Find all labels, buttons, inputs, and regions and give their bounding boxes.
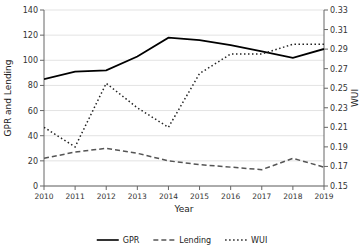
x-axis-label: Year (173, 204, 193, 214)
x-tick-label: 2016 (221, 192, 240, 201)
legend-label: GPR (123, 236, 140, 245)
y2-tick (324, 127, 328, 128)
y2-tick-label: 0.17 (330, 162, 348, 171)
legend-swatch (153, 239, 175, 241)
y-tick-label: 0 (33, 182, 38, 191)
plot-area (44, 38, 324, 170)
x-tick-label: 2017 (252, 192, 271, 201)
x-tick-label: 2019 (314, 192, 333, 201)
x-tick-label: 2015 (190, 192, 209, 201)
x-tick (44, 186, 45, 190)
x-tick (292, 186, 293, 190)
y-tick-label: 20 (28, 157, 38, 166)
y2-axis-label: WUI (350, 89, 360, 107)
y-tick (40, 35, 44, 36)
y2-tick-label: 0.23 (330, 104, 348, 113)
y2-tick (324, 88, 328, 89)
grid-line (44, 186, 324, 187)
grid-line (44, 160, 324, 161)
y-tick-label: 140 (23, 6, 38, 15)
y-axis (44, 10, 45, 186)
y2-tick (324, 68, 328, 69)
series-line (44, 38, 324, 79)
x-tick (324, 186, 325, 190)
y-tick-label: 40 (28, 132, 38, 141)
x-tick-label: 2010 (34, 192, 53, 201)
legend-label: Lending (179, 236, 211, 245)
x-axis (44, 186, 324, 187)
x-tick (230, 186, 231, 190)
series-line (44, 148, 324, 169)
y-tick (40, 60, 44, 61)
y-tick (40, 186, 44, 187)
x-tick (168, 186, 169, 190)
chart: 0 20 40 60 80 100 120 140 0.15 0.17 0.19 0.21 0.23 0.… (0, 0, 364, 252)
y2-axis (324, 10, 325, 186)
legend: GPR Lending WUI (97, 236, 267, 245)
legend-swatch (225, 239, 247, 241)
y2-tick-label: 0.29 (330, 45, 348, 54)
y2-tick (324, 49, 328, 50)
x-tick-label: 2013 (128, 192, 147, 201)
y2-tick (324, 107, 328, 108)
y-axis-label: GPR and Lending (3, 59, 13, 136)
y-tick (40, 110, 44, 111)
legend-swatch (97, 239, 119, 241)
x-tick (137, 186, 138, 190)
series-line (44, 44, 324, 147)
y2-tick-label: 0.25 (330, 84, 348, 93)
grid-line (44, 10, 324, 11)
x-tick-label: 2018 (283, 192, 302, 201)
x-tick-label: 2014 (159, 192, 178, 201)
grid-line (44, 60, 324, 61)
grid-line (44, 135, 324, 136)
y-tick-label: 60 (28, 107, 38, 116)
y2-tick-label: 0.33 (330, 6, 348, 15)
grid-line (44, 110, 324, 111)
x-tick (106, 186, 107, 190)
y2-tick (324, 166, 328, 167)
x-tick (75, 186, 76, 190)
y2-tick-label: 0.15 (330, 182, 348, 191)
y-tick-label: 120 (23, 31, 38, 40)
grid-line (44, 35, 324, 36)
grid-line (44, 85, 324, 86)
y2-tick-label: 0.27 (330, 65, 348, 74)
y-tick (40, 160, 44, 161)
y2-tick-label: 0.19 (330, 143, 348, 152)
y2-tick (324, 10, 328, 11)
y2-tick-label: 0.21 (330, 123, 348, 132)
x-tick-label: 2012 (97, 192, 116, 201)
x-tick (199, 186, 200, 190)
y2-tick-label: 0.31 (330, 26, 348, 35)
y2-tick (324, 29, 328, 30)
legend-label: WUI (251, 236, 267, 245)
y-tick-label: 100 (23, 56, 38, 65)
y-tick (40, 85, 44, 86)
y-tick (40, 10, 44, 11)
y-tick (40, 135, 44, 136)
x-tick (261, 186, 262, 190)
y-tick-label: 80 (28, 81, 38, 90)
x-tick-label: 2011 (66, 192, 85, 201)
y2-tick (324, 186, 328, 187)
y2-tick (324, 146, 328, 147)
